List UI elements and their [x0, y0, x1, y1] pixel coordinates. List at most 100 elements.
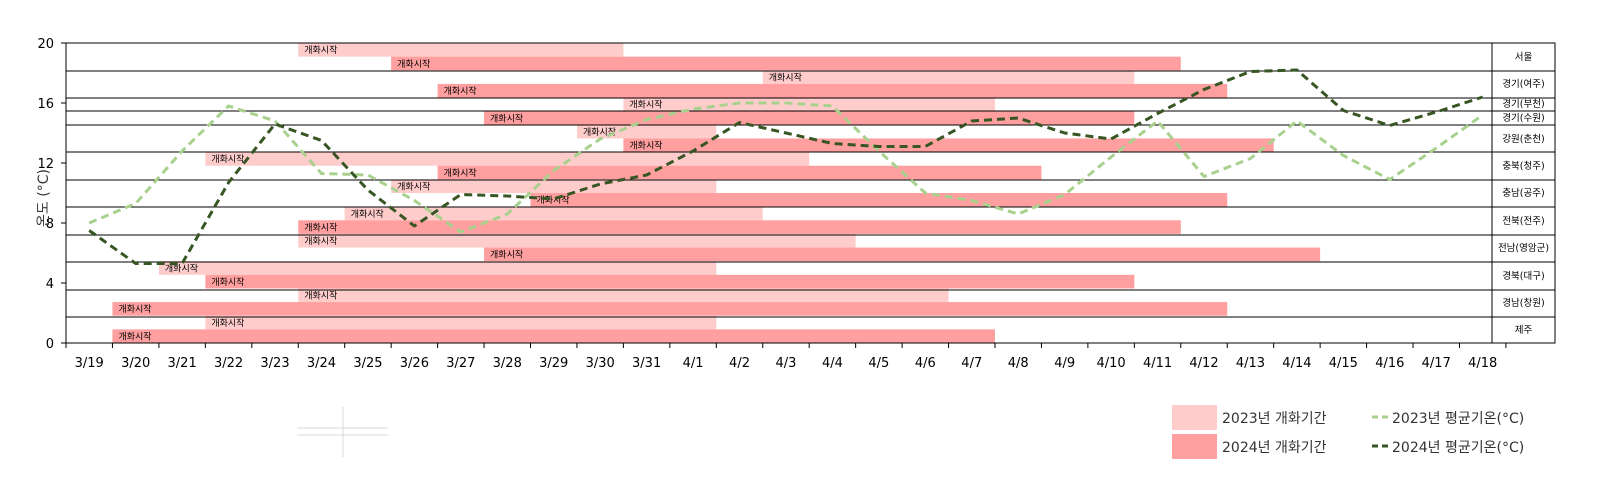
x-tick-label: 4/9	[1054, 356, 1075, 371]
x-tick-label: 3/30	[586, 356, 615, 371]
y-axis-label: 온도 (°C)	[36, 169, 52, 227]
bloom-bar-bloom_2023	[344, 206, 763, 221]
bloom-start-label: 개화시작	[444, 168, 477, 179]
temperature-line-2023	[88, 101, 1484, 234]
bloom-bar-bloom_2024	[298, 220, 1181, 234]
bloom-start-label: 개화시작	[490, 250, 523, 261]
bloom-start-label: 개화시작	[444, 86, 477, 97]
region-label: 경기(여주)	[1502, 78, 1544, 90]
row-dividers	[66, 70, 1555, 318]
x-tick-label: 4/6	[915, 356, 936, 371]
x-tick-label: 4/11	[1143, 356, 1172, 371]
bloom-bar-bloom_2023	[205, 152, 810, 166]
bloom-bar-bloom_2023	[298, 233, 856, 248]
y-tick-label: 20	[37, 37, 54, 52]
x-tick-label: 4/10	[1097, 356, 1126, 371]
bloom-start-label: 개화시작	[351, 209, 384, 220]
region-label: 전북(전주)	[1502, 216, 1544, 227]
x-tick-label: 4/15	[1329, 356, 1358, 371]
x-tick-label: 3/20	[121, 356, 150, 371]
x-tick-label: 3/29	[539, 356, 568, 371]
region-label: 충북(청주)	[1502, 161, 1544, 172]
bloom-start-label: 개화시작	[769, 72, 802, 83]
x-tick-label: 3/24	[307, 356, 336, 371]
legend-label-2023-bloom: 2023년 개화기간	[1222, 411, 1327, 427]
bloom-bar-bloom_2024	[623, 138, 1274, 153]
bloom-start-label: 개화시작	[211, 277, 244, 288]
bloom-start-label: 개화시작	[304, 291, 337, 302]
legend: 2023년 개화기간 2024년 개화기간 2023년 평균기온(°C) 202…	[1172, 405, 1524, 459]
x-tick-label: 3/31	[632, 356, 661, 371]
bloom-start-label: 개화시작	[211, 154, 244, 165]
bloom-start-label: 개화시작	[629, 100, 662, 111]
bloom-start-label: 개화시작	[536, 195, 569, 206]
x-tick-label: 3/22	[214, 356, 243, 371]
x-tick-label: 4/7	[961, 356, 982, 371]
tick-labels: 0 4 8 12 16 20 3/19 3/20 3/21 3/22 3/23 3/24 3/25 3/2…	[37, 37, 1497, 371]
bloom-bar-bloom_2024	[530, 193, 1228, 207]
bloom-start-label: 개화시작	[490, 113, 523, 124]
temperature-lines	[88, 68, 1484, 265]
bloom-bar-bloom_2024	[437, 83, 1228, 98]
x-tick-label: 3/19	[75, 356, 104, 371]
x-tick-label: 4/3	[776, 356, 797, 371]
x-tick-label: 3/25	[353, 356, 382, 371]
x-tick-label: 4/13	[1236, 356, 1265, 371]
region-label: 전남(영암군)	[1498, 242, 1549, 254]
x-tick-label: 4/4	[822, 356, 843, 371]
region-label: 경남(창원)	[1502, 297, 1544, 309]
x-tick-label: 4/12	[1189, 356, 1218, 371]
faint-cross-mark	[297, 407, 388, 457]
x-tick-label: 4/5	[868, 356, 889, 371]
y-tick-label: 16	[37, 97, 54, 112]
bloom-start-label: 개화시작	[118, 304, 151, 315]
x-tick-label: 4/2	[729, 356, 750, 371]
bloom-bar-bloom_2024	[484, 247, 1321, 262]
bloom-start-label: 개화시작	[118, 332, 151, 343]
bloom-start-label: 개화시작	[397, 182, 430, 193]
region-label: 제주	[1515, 325, 1533, 336]
legend-label-2023-temp: 2023년 평균기온(°C)	[1392, 411, 1524, 427]
legend-swatch-2023-bloom	[1172, 405, 1217, 430]
bloom-start-label: 개화시작	[304, 222, 337, 233]
bloom-bar-bloom_2024	[205, 274, 1135, 289]
legend-label-2024-bloom: 2024년 개화기간	[1222, 440, 1327, 456]
axes	[61, 42, 1556, 348]
bloom-start-label: 개화시작	[304, 236, 337, 247]
bloom-bar-bloom_2023	[623, 97, 995, 112]
x-tick-label: 3/28	[493, 356, 522, 371]
plot-frame	[65, 42, 1556, 344]
legend-label-2024-temp: 2024년 평균기온(°C)	[1392, 440, 1524, 456]
bloom-start-label: 개화시작	[165, 263, 198, 274]
region-label: 경북(대구)	[1502, 270, 1544, 282]
x-tick-label: 4/16	[1375, 356, 1404, 371]
bloom-bar-bloom_2023	[158, 261, 717, 275]
bloom-start-label: 개화시작	[583, 127, 616, 138]
bloom-start-label: 개화시작	[397, 59, 430, 70]
bloom-bar-bloom_2024	[437, 165, 1042, 180]
bloom-bar-bloom_2023	[298, 288, 949, 303]
region-label: 충남(공주)	[1502, 188, 1544, 199]
bloom-start-label: 개화시작	[211, 318, 244, 329]
x-tick-label: 4/14	[1282, 356, 1311, 371]
y-tick-label: 12	[37, 157, 54, 172]
x-tick-label: 3/23	[260, 356, 289, 371]
bloom-bar-bloom_2024	[112, 329, 995, 343]
x-tick-label: 4/18	[1468, 356, 1497, 371]
region-label: 강원(춘천)	[1502, 134, 1544, 145]
x-tick-label: 3/27	[446, 356, 475, 371]
x-tick-label: 4/1	[683, 356, 704, 371]
bloom-bar-bloom_2024	[112, 302, 1228, 316]
y-tick-label: 4	[46, 277, 54, 292]
bloom-bar-bloom_2023	[391, 179, 717, 193]
x-tick-label: 3/26	[400, 356, 429, 371]
bloom-bar-bloom_2023	[762, 70, 1135, 84]
y-tick-label: 8	[46, 217, 54, 232]
region-label: 경기(부천)	[1502, 98, 1544, 110]
bloom-start-label: 개화시작	[629, 141, 662, 152]
bloom-bars: 개화시작개화시작개화시작개화시작개화시작개화시작개화시작개화시작개화시작개화시작…	[112, 43, 1321, 343]
bloom-bar-bloom_2023	[205, 315, 717, 330]
bloom-start-label: 개화시작	[304, 45, 337, 56]
